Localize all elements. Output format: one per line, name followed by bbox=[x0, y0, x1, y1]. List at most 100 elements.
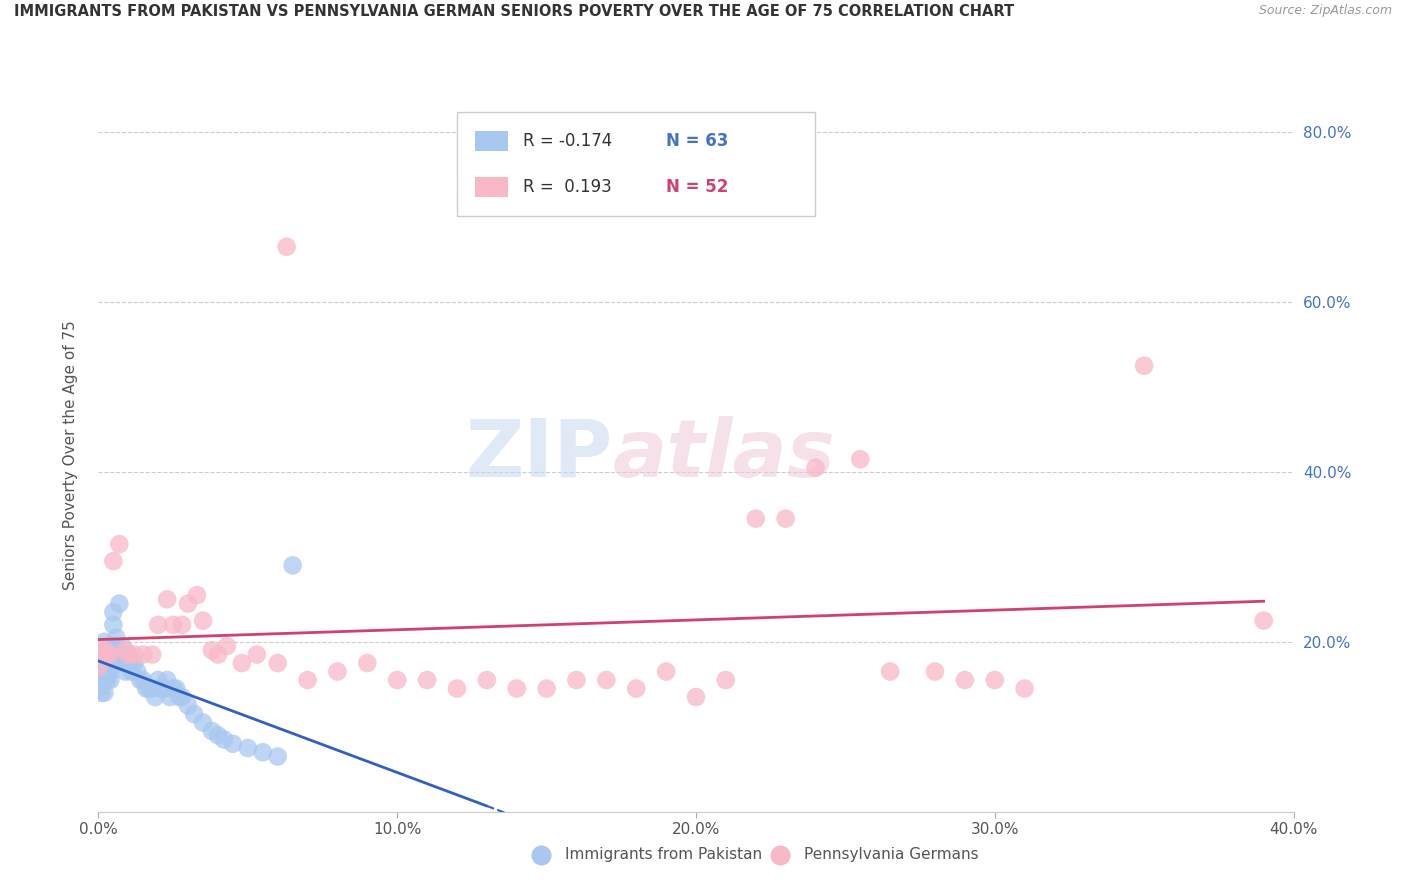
Point bbox=[117, 656, 139, 670]
Point bbox=[148, 617, 170, 632]
Point bbox=[685, 690, 707, 704]
Point bbox=[416, 673, 439, 687]
Point bbox=[93, 652, 115, 666]
Point bbox=[108, 537, 131, 551]
Point bbox=[138, 681, 160, 696]
Point bbox=[87, 660, 110, 674]
Point bbox=[103, 648, 125, 662]
Point bbox=[207, 728, 229, 742]
Point bbox=[207, 648, 229, 662]
Point bbox=[90, 643, 112, 657]
Point bbox=[236, 741, 259, 756]
Point bbox=[626, 681, 648, 696]
Text: ZIP: ZIP bbox=[465, 416, 613, 494]
Point bbox=[953, 673, 976, 687]
Point bbox=[172, 690, 194, 704]
Point bbox=[356, 656, 378, 670]
Point bbox=[745, 511, 768, 525]
Point bbox=[156, 592, 179, 607]
Point bbox=[252, 745, 274, 759]
Point bbox=[150, 681, 173, 696]
Point bbox=[87, 673, 110, 687]
Point bbox=[536, 681, 558, 696]
Point bbox=[177, 698, 200, 713]
Point bbox=[124, 656, 146, 670]
FancyBboxPatch shape bbox=[475, 131, 509, 151]
Point bbox=[215, 639, 238, 653]
Text: Source: ZipAtlas.com: Source: ZipAtlas.com bbox=[1258, 4, 1392, 18]
Point bbox=[212, 732, 235, 747]
Point bbox=[183, 706, 205, 721]
Point bbox=[924, 665, 946, 679]
Point bbox=[114, 665, 136, 679]
Point bbox=[162, 681, 184, 696]
Point bbox=[93, 665, 115, 679]
Point bbox=[1014, 681, 1036, 696]
Point bbox=[1253, 614, 1275, 628]
Point bbox=[162, 617, 184, 632]
Point bbox=[103, 617, 125, 632]
Point bbox=[475, 673, 498, 687]
Point bbox=[90, 669, 112, 683]
Point bbox=[96, 648, 118, 662]
Point bbox=[172, 617, 194, 632]
Point bbox=[191, 715, 214, 730]
Text: N = 63: N = 63 bbox=[666, 132, 728, 150]
Point bbox=[132, 648, 155, 662]
Point bbox=[90, 673, 112, 687]
Point bbox=[246, 648, 269, 662]
Point bbox=[103, 605, 125, 619]
Point bbox=[1133, 359, 1156, 373]
Point bbox=[153, 681, 176, 696]
Point bbox=[385, 673, 409, 687]
Point bbox=[201, 643, 224, 657]
Point bbox=[191, 614, 214, 628]
Point bbox=[124, 648, 146, 662]
Point bbox=[165, 681, 187, 696]
Point bbox=[141, 681, 163, 696]
Point bbox=[506, 681, 529, 696]
Point bbox=[93, 673, 115, 687]
Y-axis label: Seniors Poverty Over the Age of 75: Seniors Poverty Over the Age of 75 bbox=[63, 320, 77, 590]
Point bbox=[267, 749, 290, 764]
Point bbox=[127, 665, 149, 679]
Point bbox=[93, 643, 115, 657]
Point bbox=[167, 690, 190, 704]
Point bbox=[565, 673, 588, 687]
Point bbox=[108, 648, 131, 662]
Point bbox=[117, 648, 139, 662]
Point bbox=[120, 665, 142, 679]
Point bbox=[655, 665, 678, 679]
Point bbox=[879, 665, 901, 679]
Point bbox=[117, 648, 139, 662]
Text: atlas: atlas bbox=[613, 416, 835, 494]
Point bbox=[90, 652, 112, 666]
Point bbox=[186, 588, 208, 602]
Point bbox=[96, 656, 118, 670]
Text: Immigrants from Pakistan: Immigrants from Pakistan bbox=[565, 847, 762, 862]
Point bbox=[141, 648, 163, 662]
Point bbox=[201, 724, 224, 739]
Point bbox=[103, 639, 125, 653]
Point bbox=[135, 681, 157, 696]
Point bbox=[281, 558, 304, 573]
Point bbox=[100, 665, 122, 679]
Point bbox=[100, 656, 122, 670]
Point bbox=[231, 656, 253, 670]
Point bbox=[93, 656, 115, 670]
Point bbox=[267, 656, 290, 670]
Point bbox=[714, 673, 737, 687]
Point bbox=[96, 648, 118, 662]
Text: Pennsylvania Germans: Pennsylvania Germans bbox=[804, 847, 979, 862]
Point bbox=[96, 673, 118, 687]
Point bbox=[595, 673, 617, 687]
Text: R =  0.193: R = 0.193 bbox=[523, 178, 612, 196]
Text: N = 52: N = 52 bbox=[666, 178, 728, 196]
Point bbox=[96, 665, 118, 679]
Point bbox=[93, 635, 115, 649]
Point bbox=[90, 660, 112, 674]
Point bbox=[105, 631, 128, 645]
FancyBboxPatch shape bbox=[475, 178, 509, 197]
Point bbox=[297, 673, 319, 687]
Point bbox=[111, 656, 134, 670]
